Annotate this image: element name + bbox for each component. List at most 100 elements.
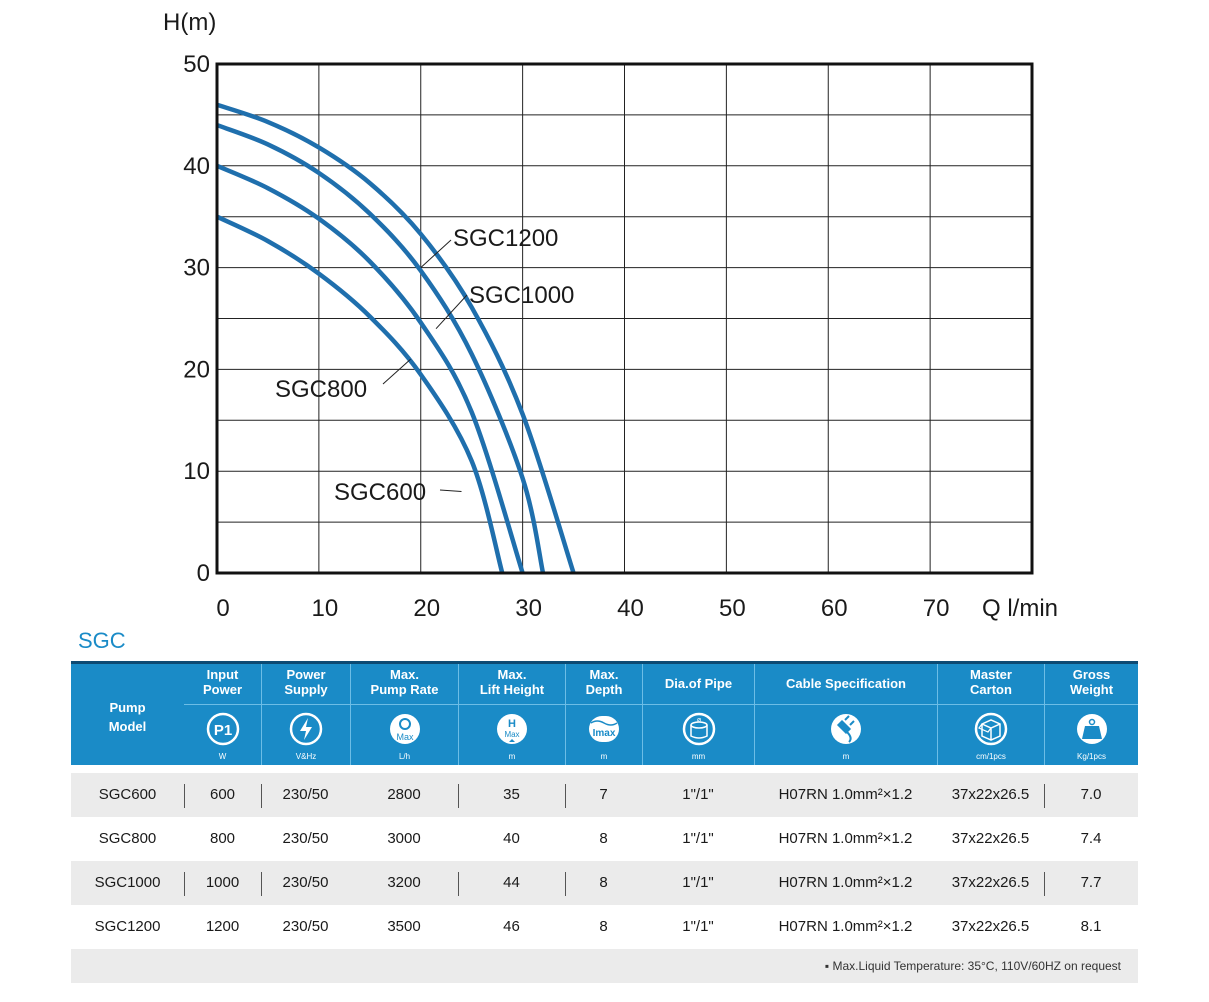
header-col-9: Gross Weight Kg/1pcs (1044, 664, 1138, 765)
model-cell: SGC1000 (94, 874, 161, 891)
header-col-4: Max. Lift Height H Max m (458, 664, 565, 765)
cell-divider (1044, 872, 1045, 896)
table-cell: 7.0 (1080, 786, 1102, 803)
header-label: Input Power (202, 667, 242, 697)
table-cell: 7 (599, 786, 608, 803)
curve-sgc1200 (216, 102, 576, 574)
p1-power-icon: P1 (206, 712, 239, 746)
table-cell: 40 (503, 830, 520, 847)
curve-label-sgc600: SGC600 (334, 479, 426, 506)
header-label: Cable Specification (786, 676, 906, 691)
table-cell: 37x22x26.5 (951, 874, 1030, 891)
pump-performance-chart: SGC600 SGC800 SGC1000 SGC1200 0 10 20 30 40 50 60… (163, 9, 1058, 622)
table-cell: H07RN 1.0mm²×1.2 (778, 830, 913, 847)
header-label: Max. Pump Rate (370, 667, 439, 697)
table-cell: 1"/1" (682, 874, 714, 891)
header-col-3: Max. Pump Rate Max L/h (350, 664, 458, 765)
table-row: SGC600 600 230/50 2800 35 7 1"/1" H07RN 1.0mm²×… (71, 773, 1138, 817)
x-tick-label: 60 (821, 595, 848, 622)
spec-table-body: SGC600 600 230/50 2800 35 7 1"/1" H07RN 1.0mm²×… (71, 773, 1138, 949)
performance-curves (216, 102, 576, 574)
table-cell: 8.1 (1080, 918, 1102, 935)
spec-table: Pump Model Input Power P1 W Power Supply V&H… (71, 661, 1138, 983)
x-tick-label: 70 (923, 595, 950, 622)
callout-line (439, 489, 462, 493)
y-tick-label: 30 (183, 255, 210, 282)
curve-labels: SGC600 SGC800 SGC1000 SGC1200 (275, 225, 574, 506)
header-label: Dia.of Pipe (664, 676, 733, 691)
svg-text:ø: ø (696, 717, 701, 724)
callout-line (435, 294, 468, 330)
y-tick-label: 40 (183, 153, 210, 180)
callout-line (420, 239, 452, 268)
table-cell: 2800 (387, 786, 421, 803)
x-tick-label: 20 (413, 595, 440, 622)
x-tick-label: 30 (515, 595, 542, 622)
callout-line (382, 358, 411, 385)
pipe-diameter-icon: ø (682, 712, 715, 746)
table-cell: 800 (209, 830, 236, 847)
table-row: SGC1200 1200 230/50 3500 46 8 1"/1" H07RN 1.0mm… (71, 905, 1138, 949)
table-cell: 7.7 (1080, 874, 1102, 891)
table-cell: 1000 (205, 874, 240, 891)
table-cell: H07RN 1.0mm²×1.2 (778, 874, 913, 891)
curve-label-sgc800: SGC800 (275, 376, 367, 403)
curve-sgc600 (216, 214, 505, 574)
svg-text:Max: Max (396, 732, 414, 742)
header-label: Max. Lift Height (479, 667, 545, 697)
cell-divider (184, 784, 185, 808)
axis-ticks: 0 10 20 30 40 50 60 70 0 10 20 30 40 50 (183, 51, 949, 622)
x-axis-label: Q l/min (982, 595, 1058, 622)
svg-text:H: H (508, 718, 516, 730)
header-col-8: Master Carton cm/1pcs (937, 664, 1044, 765)
header-col-6: Dia.of Pipe ø mm (642, 664, 754, 765)
table-cell: 7.4 (1080, 830, 1102, 847)
table-cell: H07RN 1.0mm²×1.2 (778, 786, 913, 803)
y-tick-label: 50 (183, 51, 210, 78)
plug-icon (831, 714, 861, 744)
header-unit: m (508, 752, 516, 761)
header-unit: cm/1pcs (976, 752, 1006, 761)
table-cell: 37x22x26.5 (951, 786, 1030, 803)
header-unit: m (600, 752, 608, 761)
carton-icon (974, 712, 1008, 746)
header-col-5: Max. Depth Imax m (565, 664, 642, 765)
footnote: ▪ Max.Liquid Temperature: 35°C, 110V/60H… (71, 949, 1138, 983)
weight-icon (1076, 714, 1107, 744)
footnote-text: ▪ Max.Liquid Temperature: 35°C, 110V/60H… (824, 959, 1121, 973)
cell-divider (565, 784, 566, 808)
header-unit: V&Hz (295, 752, 317, 761)
header-label: Gross Weight (1069, 667, 1114, 697)
series-title: SGC (78, 628, 126, 653)
cell-divider (261, 784, 262, 808)
spec-table-header: Pump Model Input Power P1 W Power Supply V&H… (71, 661, 1138, 765)
table-cell: 8 (599, 918, 608, 935)
x-tick-label: 40 (617, 595, 644, 622)
plot-frame (215, 62, 1034, 575)
table-cell: 3000 (387, 830, 421, 847)
table-cell: 230/50 (282, 786, 329, 803)
table-cell: 3200 (387, 874, 421, 891)
cell-divider (458, 872, 459, 896)
curve-sgc800 (216, 163, 525, 574)
depth-icon: Imax (589, 716, 619, 742)
table-cell: 3500 (387, 918, 421, 935)
cell-divider (565, 872, 566, 896)
y-tick-label: 0 (197, 560, 210, 587)
y-tick-label: 10 (183, 458, 210, 485)
x-tick-label: 50 (719, 595, 746, 622)
table-cell: 8 (599, 874, 608, 891)
table-cell: 230/50 (282, 874, 329, 891)
cell-divider (458, 784, 459, 808)
header-unit: Kg/1pcs (1077, 752, 1106, 761)
header-col-2: Power Supply V&Hz (261, 664, 350, 765)
table-row: SGC800 800 230/50 3000 40 8 1"/1" H07RN 1.0mm²×… (71, 817, 1138, 861)
cell-divider (261, 872, 262, 896)
table-cell: 37x22x26.5 (951, 918, 1030, 935)
table-cell: 35 (503, 786, 520, 803)
model-cell: SGC600 (98, 786, 157, 803)
header-col-7: Cable Specification m (754, 664, 937, 765)
table-cell: 1"/1" (682, 918, 714, 935)
table-cell: 46 (503, 918, 520, 935)
